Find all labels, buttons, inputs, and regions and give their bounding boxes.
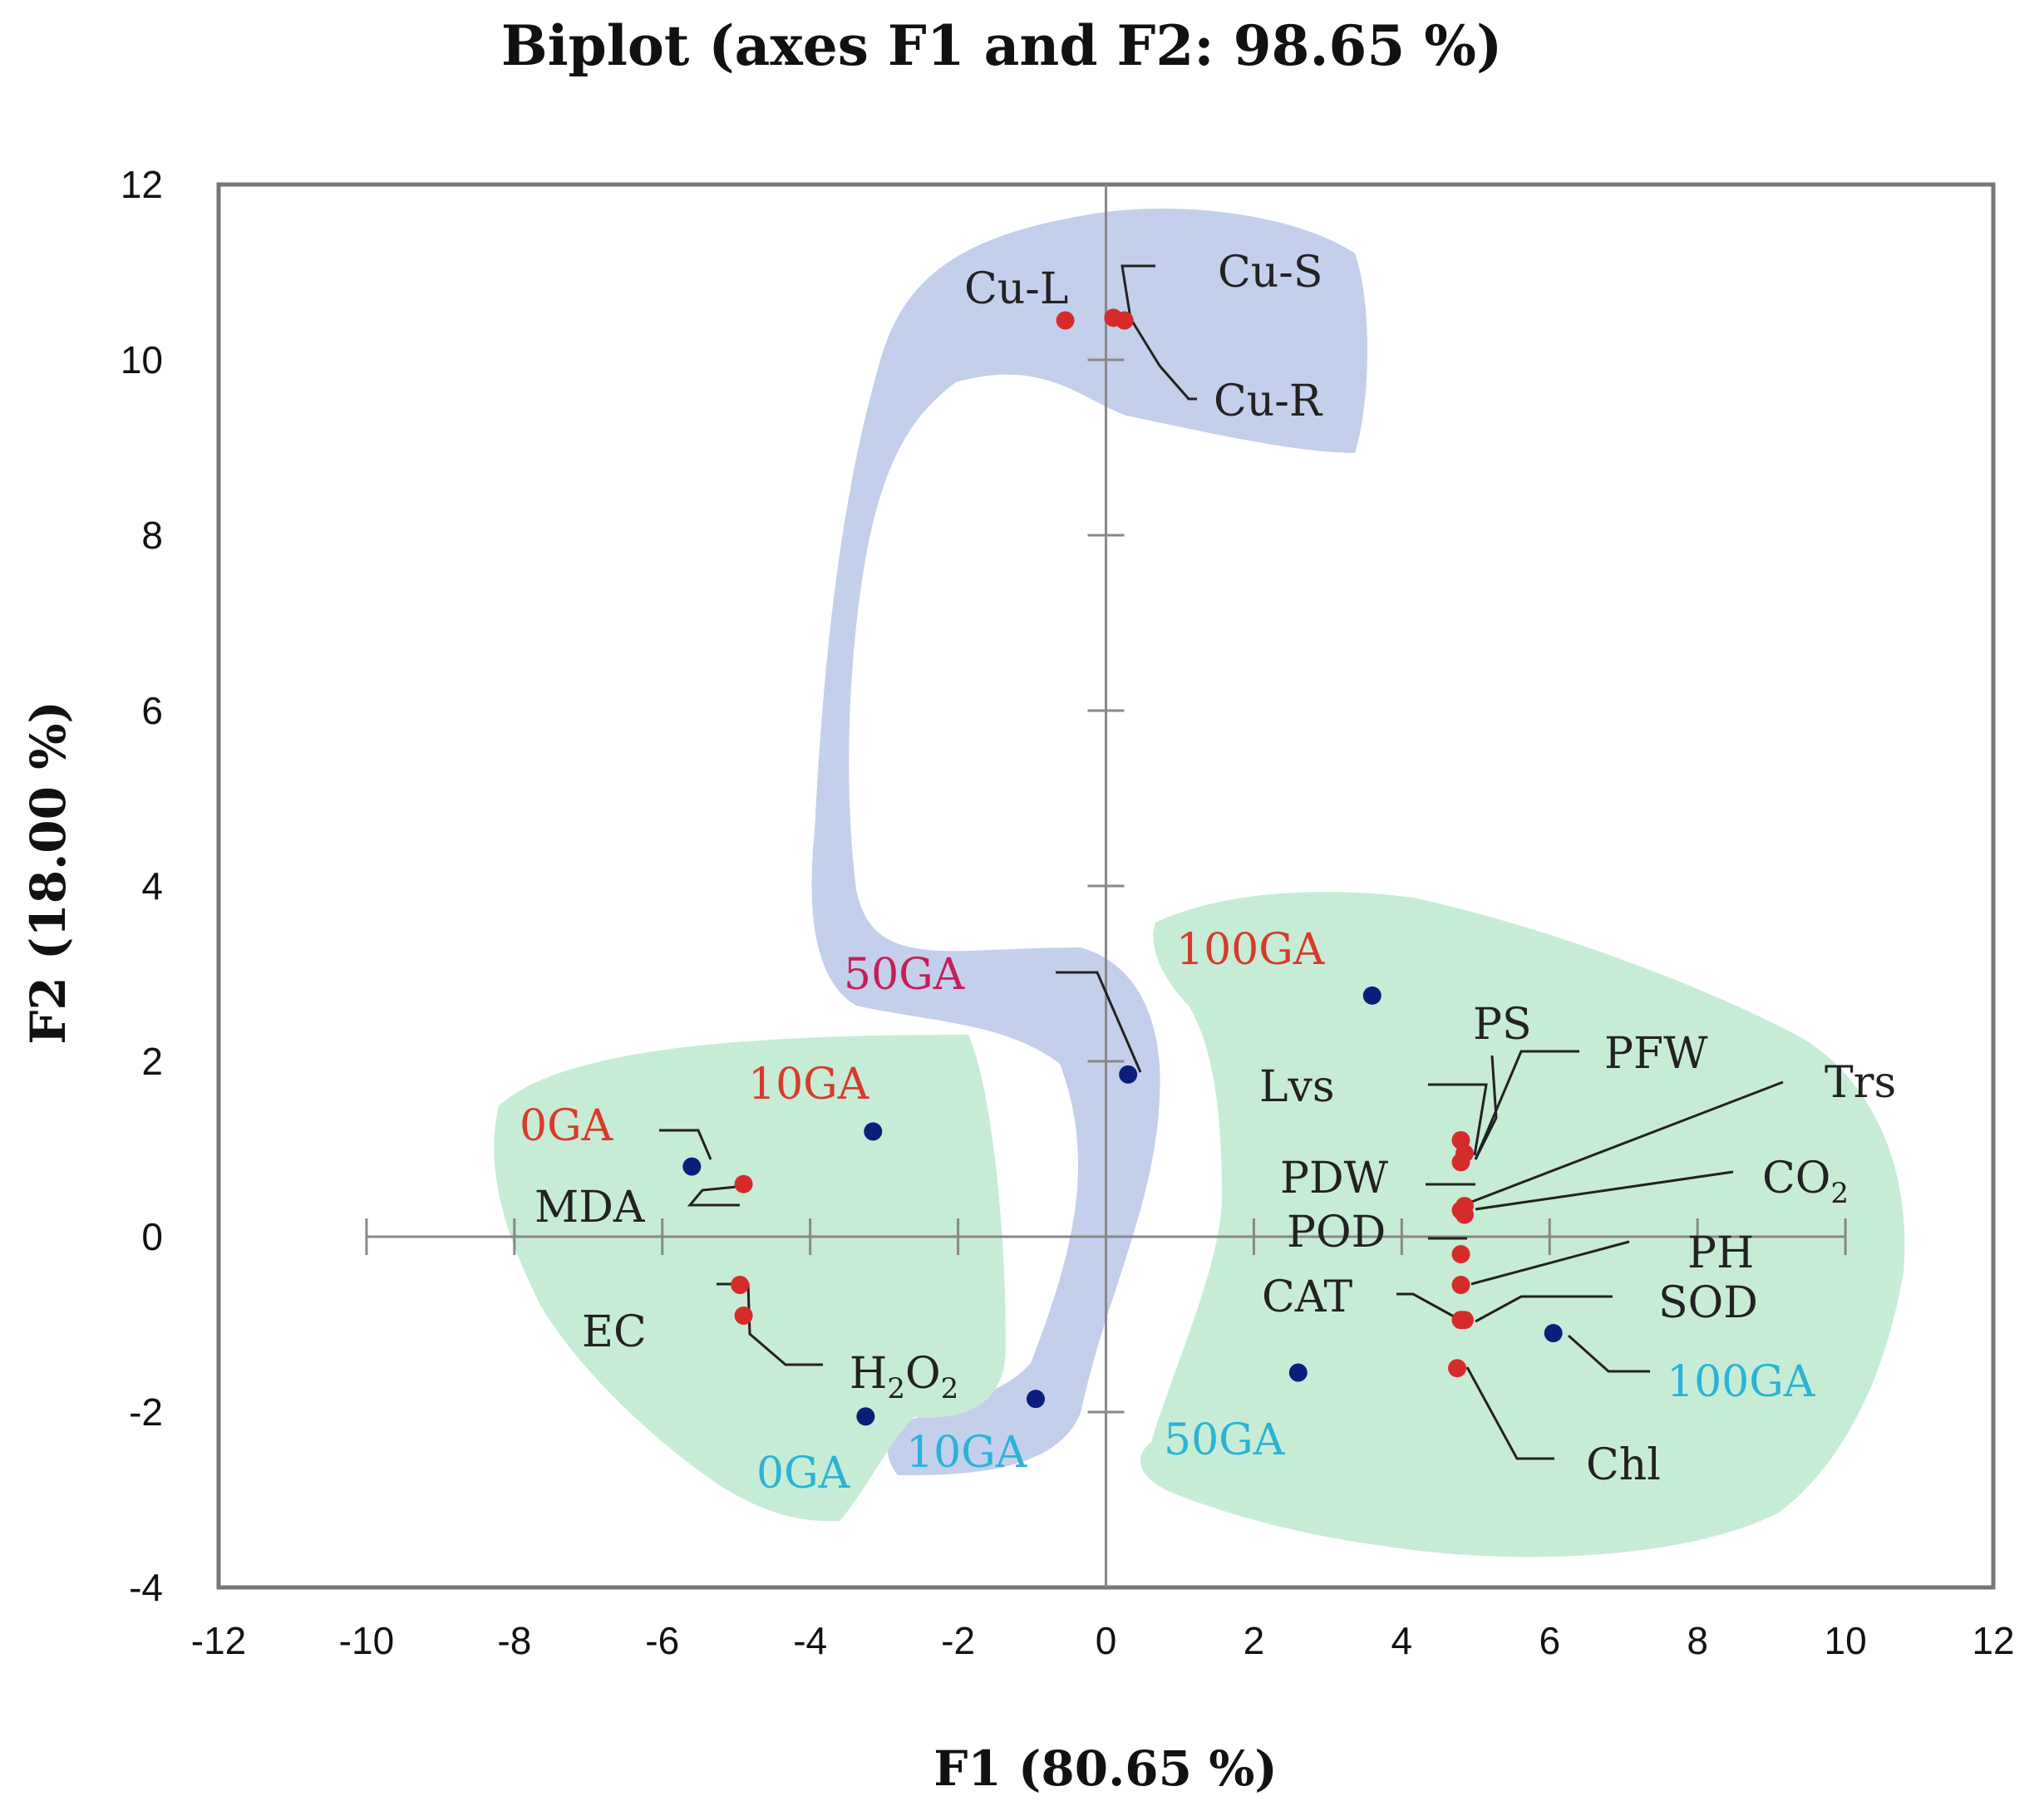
leader-line [1462,1080,1784,1207]
leader-line [1428,1083,1488,1156]
observation-label: 10GA [748,1060,870,1110]
x-tick-label: 6 [1539,1619,1560,1662]
leader-line [1121,264,1155,319]
leader-line [1475,1295,1613,1323]
variable-label: PS [1473,1000,1532,1050]
y-axis-title: F2 (18.00 %) [20,701,76,1045]
leader-line [1475,1170,1734,1211]
observation-point [682,1157,702,1176]
variable-point [1056,311,1075,330]
tick-labels-group: -12 -10 -8 -6 -4 -2 0 2 4 6 8 10 12 12 10 8 6 4 2 0 -2 -4 [121,163,2015,1662]
observation-label: 50GA [1164,1415,1286,1465]
observation-label: 100GA [1176,925,1326,975]
variable-point [1448,1359,1467,1378]
variable-label: Cu-R [1214,376,1323,426]
observation-label: 0GA [520,1101,614,1151]
x-tick-label: 0 [1096,1619,1117,1662]
leader-line [659,1129,712,1160]
y-tick-label: -4 [129,1566,163,1609]
variable-point [734,1306,753,1325]
leader-line [1396,1292,1464,1323]
observation-point [1544,1324,1563,1343]
variable-label: POD [1287,1208,1386,1257]
variable-label: PFW [1604,1029,1708,1079]
variable-label: PH [1687,1228,1754,1278]
variable-point [1455,1205,1474,1224]
observation-label: 10GA [906,1428,1028,1478]
y-tick-label: -2 [129,1390,163,1434]
y-tick-label: 6 [141,689,163,732]
leader-line [1470,1240,1630,1286]
variable-label: PDW [1280,1154,1389,1203]
blue-region [811,209,1367,1476]
observation-point [1026,1390,1045,1409]
leader-line [687,1185,740,1207]
y-tick-label: 0 [141,1215,163,1258]
variable-point [1451,1153,1470,1172]
point-labels-group: Cu-L Cu-S Cu-R MDA EC H2O2 PS PFW Lvs PDW Trs CO2 PO… [520,248,1896,1498]
variable-label: CO2 [1762,1154,1849,1210]
observation-label: 0GA [756,1449,851,1498]
variable-point [731,1276,750,1295]
x-tick-label: -8 [497,1619,531,1662]
observation-point [1119,1065,1138,1084]
variable-label: CAT [1262,1272,1352,1322]
observation-label: 100GA [1667,1357,1816,1407]
observation-point [1362,986,1382,1005]
x-tick-label: -2 [941,1619,975,1662]
x-tick-label: 2 [1244,1619,1265,1662]
green-region-right [1140,892,1905,1557]
variable-label: Trs [1825,1058,1896,1108]
variable-point [1451,1245,1470,1264]
x-tick-label: 8 [1687,1619,1708,1662]
variable-point [1451,1276,1470,1295]
axes-group [365,185,1847,1587]
leader-line [1567,1334,1650,1373]
observation-label: 50GA [844,950,966,1000]
leader-line [1474,1050,1579,1160]
variable-label: SOD [1658,1278,1758,1328]
variable-point [734,1174,753,1193]
leader-line [1129,317,1197,401]
variable-label: EC [582,1307,647,1357]
variable-label: Chl [1586,1440,1661,1490]
points-group [682,308,1563,1426]
y-tick-label: 12 [121,163,163,206]
variable-label: H2O2 [850,1349,958,1405]
observation-point [864,1122,883,1141]
x-tick-label: -12 [191,1619,246,1662]
chart-title: Biplot (axes F1 and F2: 98.65 %) [501,13,1502,78]
variable-label: MDA [534,1183,646,1233]
observation-point [1288,1363,1308,1382]
x-tick-label: 12 [1972,1619,2014,1662]
x-tick-label: 4 [1391,1619,1413,1662]
y-tick-label: 8 [141,514,163,557]
x-tick-label: -6 [645,1619,679,1662]
variable-label: Lvs [1259,1062,1335,1112]
y-tick-label: 4 [141,864,163,908]
variable-label: Cu-L [964,264,1068,314]
leader-line [1465,1366,1554,1460]
leader-line [1056,971,1142,1073]
x-tick-label: -10 [339,1619,394,1662]
variable-label: Cu-S [1218,248,1322,298]
x-tick-label: 10 [1824,1619,1866,1662]
variable-point [1115,311,1134,330]
x-tick-label: -4 [793,1619,827,1662]
observation-point [856,1407,875,1426]
y-tick-label: 2 [141,1040,163,1083]
x-axis-title: F1 (80.65 %) [933,1740,1278,1797]
variable-point [1455,1311,1474,1330]
y-tick-label: 10 [121,338,163,381]
green-region-left [494,1035,1006,1522]
